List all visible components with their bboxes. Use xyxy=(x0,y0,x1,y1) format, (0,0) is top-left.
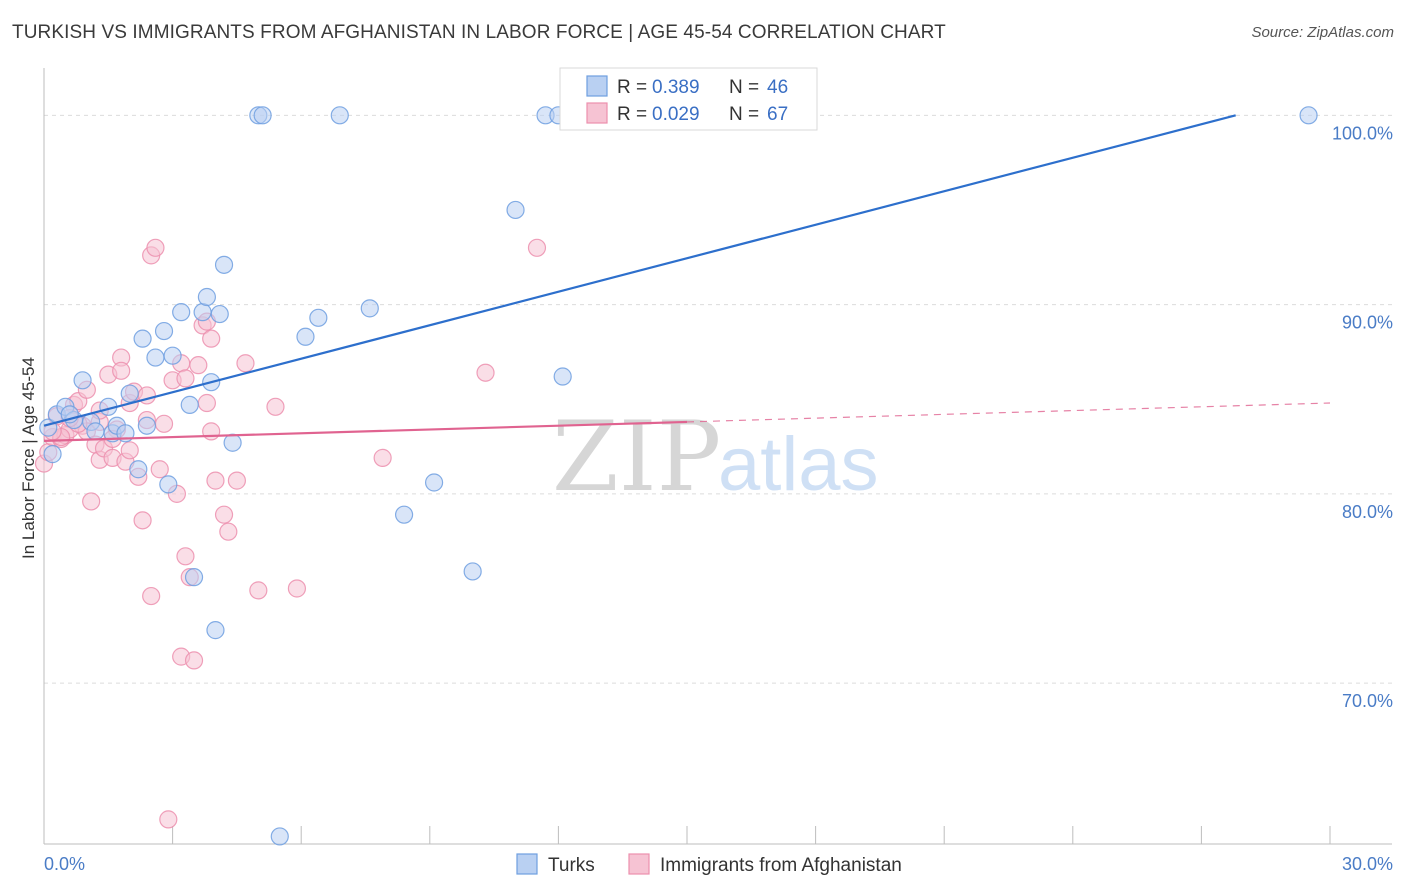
afghan-point-57 xyxy=(476,363,495,382)
turks-point-26 xyxy=(210,304,229,324)
afghan-point-41 xyxy=(184,651,204,670)
y-tick-label-0: 100.0% xyxy=(1332,123,1393,143)
bottom-legend-label-afghan: Immigrants from Afghanistan xyxy=(660,855,902,876)
turks-point-23 xyxy=(197,287,216,307)
source-note: Source: ZipAtlas.com xyxy=(1251,24,1394,41)
y-tick-label-1: 90.0% xyxy=(1342,313,1393,333)
legend-r-value-turks: 0.389 xyxy=(652,77,700,98)
y-axis-title: In Labor Force | Age 45-54 xyxy=(19,357,38,559)
afghan-point-38 xyxy=(176,369,195,388)
afghan-point-54 xyxy=(266,397,285,416)
legend-swatch-afghan xyxy=(586,102,608,124)
afghan-point-12 xyxy=(82,492,101,511)
turks-point-37 xyxy=(424,473,444,492)
afghan-trend-line xyxy=(43,420,688,442)
turks-trend-line xyxy=(43,114,1236,427)
afghan-point-21 xyxy=(112,361,131,380)
turks-point-43 xyxy=(1299,106,1318,125)
turks-point-28 xyxy=(223,433,242,452)
afghan-point-42 xyxy=(189,356,208,375)
legend-r-label-turks: R = xyxy=(617,77,647,98)
afghan-point-47 xyxy=(202,329,221,348)
afghan-point-46 xyxy=(202,422,221,441)
watermark-atlas: atlas xyxy=(718,422,879,507)
turks-point-35 xyxy=(360,299,379,318)
y-tick-label-3: 70.0% xyxy=(1342,691,1393,711)
afghan-point-29 xyxy=(142,586,161,606)
y-tick-labels: 100.0% 90.0% 80.0% 70.0% xyxy=(1332,123,1393,711)
legend-r-value-afghan: 0.029 xyxy=(652,104,700,125)
afghan-points xyxy=(34,238,547,829)
bottom-legend-label-turks: Turks xyxy=(548,855,595,876)
afghan-point-26 xyxy=(133,511,152,530)
turks-point-16 xyxy=(154,321,174,341)
turks-point-19 xyxy=(172,303,191,322)
afghan-point-32 xyxy=(154,414,174,433)
turks-point-22 xyxy=(193,303,212,322)
afghan-point-48 xyxy=(206,471,225,490)
turks-points xyxy=(39,106,1318,846)
turks-point-12 xyxy=(129,460,148,479)
afghan-point-52 xyxy=(236,354,255,373)
x-tick-label-max: 30.0% xyxy=(1342,854,1393,874)
afghan-point-31 xyxy=(150,460,169,479)
afghan-point-51 xyxy=(227,471,246,490)
bottom-legend-swatch-afghan xyxy=(628,853,650,875)
legend-n-label-afghan: N = xyxy=(729,104,759,125)
chart-title: TURKISH VS IMMIGRANTS FROM AFGHANISTAN I… xyxy=(12,22,946,43)
watermark: ZIP atlas xyxy=(552,401,879,513)
x-tick-labels: 0.0% 30.0% xyxy=(44,854,1393,874)
afghan-trend-line-extension xyxy=(686,402,1331,423)
bottom-legend-swatch-turks xyxy=(516,853,538,875)
turks-point-39 xyxy=(506,200,525,220)
turks-point-27 xyxy=(214,255,234,274)
afghan-point-49 xyxy=(214,505,234,524)
afghan-point-56 xyxy=(373,448,392,467)
turks-point-36 xyxy=(394,505,414,524)
turks-point-21 xyxy=(184,568,204,587)
afghan-point-55 xyxy=(287,579,307,598)
turks-point-4 xyxy=(73,371,92,390)
turks-point-32 xyxy=(296,327,315,346)
bottom-legend: Turks Immigrants from Afghanistan xyxy=(516,853,902,876)
watermark-zip: ZIP xyxy=(552,401,721,513)
legend-n-value-turks: 46 xyxy=(767,77,788,98)
turks-point-6 xyxy=(86,422,105,441)
afghan-point-33 xyxy=(159,810,178,829)
turks-point-34 xyxy=(330,106,349,125)
turks-point-14 xyxy=(137,416,156,435)
turks-point-42 xyxy=(553,367,572,386)
turks-point-13 xyxy=(133,329,152,348)
gridlines xyxy=(44,114,1392,684)
legend-r-label-afghan: R = xyxy=(617,104,647,125)
turks-point-11 xyxy=(120,384,139,403)
turks-point-38 xyxy=(463,562,482,581)
turks-point-25 xyxy=(206,621,225,640)
trend-lines xyxy=(43,114,1331,442)
afghan-point-50 xyxy=(219,522,238,541)
afghan-point-39 xyxy=(176,547,195,566)
legend-n-value-afghan: 67 xyxy=(767,104,788,125)
x-tick-label-min: 0.0% xyxy=(44,854,85,874)
y-tick-label-2: 80.0% xyxy=(1342,502,1393,522)
afghan-point-30 xyxy=(146,238,165,257)
turks-point-31 xyxy=(270,827,289,846)
legend-swatch-turks xyxy=(586,75,608,97)
afghan-point-58 xyxy=(527,238,547,257)
turks-point-33 xyxy=(309,308,328,327)
legend: R = 0.389 N = 46 R = 0.029 N = 67 xyxy=(559,67,818,131)
turks-point-17 xyxy=(159,475,178,494)
afghan-point-45 xyxy=(197,393,216,413)
afghan-point-53 xyxy=(249,581,268,600)
turks-point-18 xyxy=(163,346,182,365)
turks-point-44 xyxy=(43,445,62,464)
turks-point-15 xyxy=(146,348,165,367)
afghan-point-62 xyxy=(120,441,139,460)
turks-point-20 xyxy=(180,395,199,414)
legend-n-label-turks: N = xyxy=(729,77,759,98)
turks-point-30 xyxy=(253,106,272,125)
